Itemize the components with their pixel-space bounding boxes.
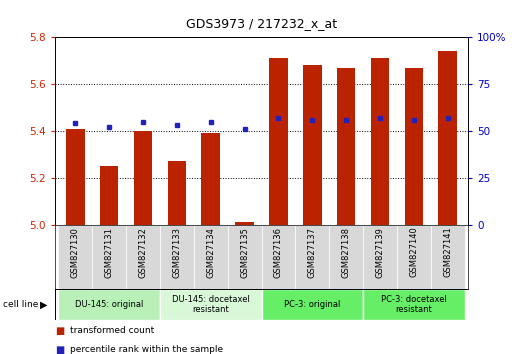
Bar bbox=[160, 225, 194, 289]
Bar bbox=[160, 289, 262, 320]
Bar bbox=[194, 225, 228, 289]
Bar bbox=[66, 129, 85, 225]
Bar bbox=[397, 225, 431, 289]
Bar bbox=[228, 225, 262, 289]
Text: ■: ■ bbox=[55, 345, 64, 354]
Text: transformed count: transformed count bbox=[70, 326, 154, 335]
Text: GSM827133: GSM827133 bbox=[173, 227, 181, 278]
Bar bbox=[235, 222, 254, 225]
Text: GSM827141: GSM827141 bbox=[444, 227, 452, 278]
Bar bbox=[295, 225, 329, 289]
Bar bbox=[58, 225, 92, 289]
Text: DU-145: docetaxel
resistant: DU-145: docetaxel resistant bbox=[172, 295, 249, 314]
Bar bbox=[303, 65, 322, 225]
Bar bbox=[201, 133, 220, 225]
Bar bbox=[58, 289, 160, 320]
Text: GSM827130: GSM827130 bbox=[71, 227, 79, 278]
Text: GSM827139: GSM827139 bbox=[376, 227, 384, 278]
Bar bbox=[262, 289, 363, 320]
Bar bbox=[329, 225, 363, 289]
Text: GSM827140: GSM827140 bbox=[410, 227, 418, 278]
Bar bbox=[262, 225, 295, 289]
Bar bbox=[167, 161, 186, 225]
Bar bbox=[337, 68, 356, 225]
Bar bbox=[269, 58, 288, 225]
Bar bbox=[100, 166, 118, 225]
Text: ▶: ▶ bbox=[40, 299, 48, 309]
Text: DU-145: original: DU-145: original bbox=[75, 300, 143, 309]
Text: PC-3: original: PC-3: original bbox=[284, 300, 340, 309]
Bar bbox=[405, 68, 423, 225]
Bar bbox=[431, 225, 465, 289]
Bar bbox=[126, 225, 160, 289]
Text: GSM827134: GSM827134 bbox=[206, 227, 215, 278]
Bar bbox=[363, 289, 465, 320]
Bar bbox=[92, 225, 126, 289]
Text: GSM827135: GSM827135 bbox=[240, 227, 249, 278]
Text: PC-3: docetaxel
resistant: PC-3: docetaxel resistant bbox=[381, 295, 447, 314]
Text: GSM827131: GSM827131 bbox=[105, 227, 113, 278]
Text: GSM827136: GSM827136 bbox=[274, 227, 283, 278]
Bar bbox=[371, 58, 389, 225]
Bar bbox=[363, 225, 397, 289]
Bar bbox=[438, 51, 457, 225]
Bar bbox=[134, 131, 152, 225]
Text: cell line: cell line bbox=[3, 300, 38, 309]
Text: GDS3973 / 217232_x_at: GDS3973 / 217232_x_at bbox=[186, 17, 337, 30]
Text: GSM827137: GSM827137 bbox=[308, 227, 317, 278]
Text: GSM827138: GSM827138 bbox=[342, 227, 350, 278]
Text: ■: ■ bbox=[55, 326, 64, 336]
Text: GSM827132: GSM827132 bbox=[139, 227, 147, 278]
Text: percentile rank within the sample: percentile rank within the sample bbox=[70, 345, 223, 354]
